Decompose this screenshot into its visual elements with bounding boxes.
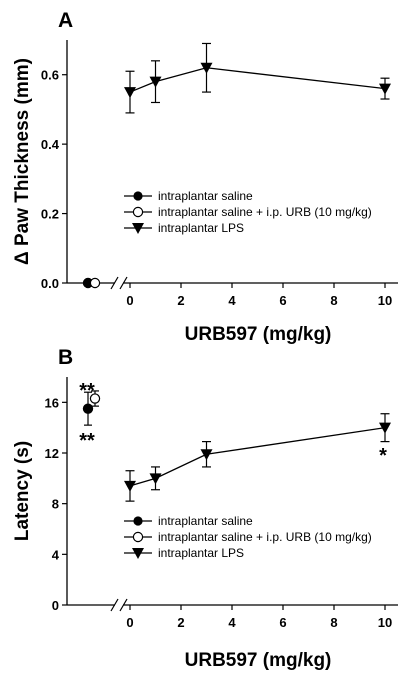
panel-b-significance-mark: ** — [79, 380, 95, 402]
panel-a-legend-label: intraplantar saline + i.p. URB (10 mg/kg… — [158, 205, 372, 219]
panel-a-axis-break — [110, 276, 119, 290]
panel-b-saline-point — [82, 403, 94, 414]
panel-a-lps-point — [379, 83, 391, 95]
panel-b-lps-line — [129, 427, 386, 487]
panel-a-xtick-label: 0 — [126, 293, 133, 308]
panel-b-lps-point — [124, 480, 136, 492]
panel-b-lps-point — [149, 473, 162, 485]
panel-b-ytick-label: 12 — [45, 446, 59, 461]
panel-a-ytick-label: 0.0 — [41, 276, 59, 291]
panel-b-xtick-label: 10 — [378, 615, 392, 630]
panel-b-saline-urb-point — [89, 393, 101, 404]
panel-a-ytick-label: 0.4 — [41, 137, 60, 152]
panel-b-ytick-label: 16 — [45, 395, 59, 410]
panel-a-lps-line — [129, 67, 386, 93]
panel-b-x-label: URB597 (mg/kg) — [185, 650, 332, 671]
panel-a-lps-point — [149, 76, 162, 88]
panel-b-xtick-label: 0 — [126, 615, 133, 630]
panel-a-legend-label: intraplantar saline — [158, 189, 253, 203]
panel-b-legend-label: intraplantar saline + i.p. URB (10 mg/kg… — [158, 530, 372, 544]
panel-b-letter: B — [58, 346, 73, 369]
panel-a-saline-urb-point — [89, 277, 101, 289]
panel-a-letter: A — [58, 9, 73, 32]
panel-b-lps-point — [200, 449, 213, 461]
panel-b-ytick-label: 4 — [52, 547, 60, 562]
panel-a-legend-label: intraplantar LPS — [158, 221, 244, 235]
panel-b-xtick-label: 4 — [228, 615, 236, 630]
panel-b-legend-marker-saline-urb — [132, 531, 144, 543]
panel-a-xtick-label: 8 — [330, 293, 337, 308]
panel-b-legend-label: intraplantar LPS — [158, 546, 244, 560]
panel-b-axis-break — [110, 598, 119, 612]
panel-b-axis-break — [119, 598, 128, 612]
panel-a-x-label: URB597 (mg/kg) — [185, 324, 332, 345]
panel-b-legend-marker-saline — [133, 516, 143, 526]
panel-b-xtick-label: 8 — [330, 615, 337, 630]
panel-b-ytick-label: 8 — [52, 497, 59, 512]
panel-b-lps-point — [379, 422, 391, 434]
panel-a-legend-marker-saline — [133, 191, 143, 201]
panel-b-xtick-label: 6 — [279, 615, 286, 630]
panel-a-lps-point — [200, 62, 213, 74]
panel-a-xtick-label: 4 — [228, 293, 236, 308]
panel-a-legend-marker-lps — [132, 223, 144, 234]
panel-a-xtick-label: 2 — [177, 293, 184, 308]
panel-b-legend-marker-lps — [132, 548, 144, 559]
panel-b-legend-label: intraplantar saline — [158, 514, 253, 528]
panel-a-ytick-label: 0.2 — [41, 207, 59, 222]
panel-a-legend-marker-saline-urb — [132, 206, 144, 218]
panel-b-y-label: Latency (s) — [12, 441, 33, 541]
panel-a-axis-break — [119, 276, 128, 290]
panel-a-xtick-label: 10 — [378, 293, 392, 308]
panel-b-ytick-label: 0 — [52, 598, 59, 613]
panel-b-significance-mark: * — [379, 445, 387, 467]
panel-a-xtick-label: 6 — [279, 293, 286, 308]
panel-a-lps-point — [124, 87, 136, 99]
panel-a-y-label: Δ Paw Thickness (mm) — [12, 58, 33, 265]
panel-b-xtick-label: 2 — [177, 615, 184, 630]
panel-b-significance-mark: ** — [79, 430, 95, 452]
panel-a-ytick-label: 0.6 — [41, 68, 59, 83]
